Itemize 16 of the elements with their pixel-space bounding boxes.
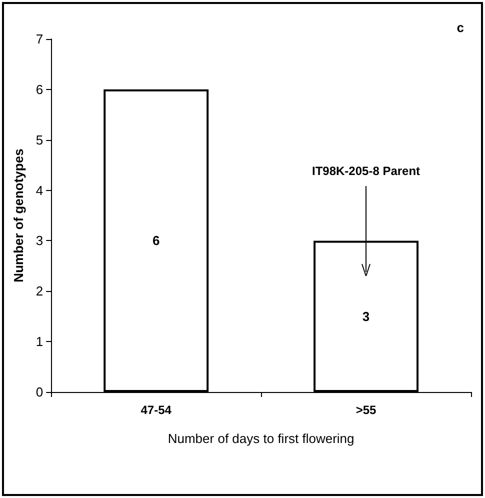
chart-title: c: [456, 20, 464, 35]
y-tick-label: 3: [36, 233, 44, 248]
x-tick-label: >55: [356, 403, 377, 417]
x-tick-label: 47-54: [140, 403, 172, 417]
data-label: 3: [362, 308, 370, 324]
y-tick-label: 7: [36, 32, 44, 46]
y-tick-label: 6: [36, 82, 44, 97]
y-axis-title: Number of genotypes: [11, 148, 26, 282]
y-tick-label: 2: [36, 284, 44, 299]
annotation: IT98K-205-8 Parent: [312, 164, 420, 178]
y-tick-label: 0: [36, 384, 44, 400]
y-tick-label: 5: [36, 132, 44, 148]
y-tick-label: 4: [36, 182, 44, 198]
x-axis-title: Number of days to first flowering: [168, 431, 354, 446]
y-tick-label: 1: [36, 334, 44, 350]
data-label: 6: [152, 233, 160, 248]
